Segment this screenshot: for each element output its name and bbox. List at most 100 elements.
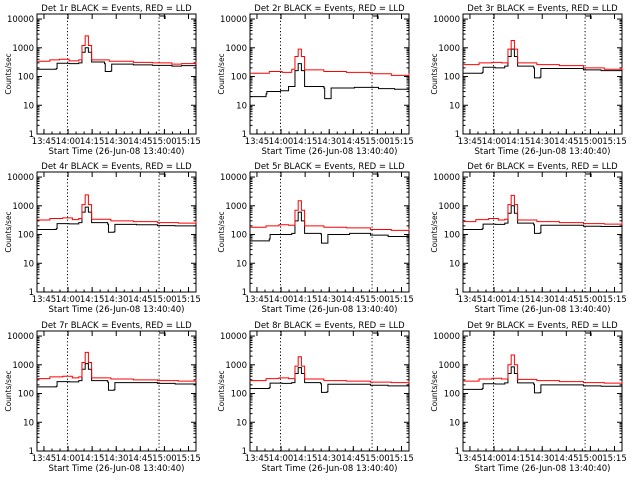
marker-bracket bbox=[585, 15, 592, 19]
lld-series-line bbox=[463, 354, 623, 384]
x-tick-label: 15:00 bbox=[365, 137, 390, 147]
x-axis-label: Start Time (26-Jun-08 13:40:40) bbox=[262, 464, 398, 474]
y-tick-label: 1 bbox=[455, 447, 460, 457]
y-tick-label: 10 bbox=[449, 101, 460, 111]
x-tick-label: 14:45 bbox=[554, 454, 579, 464]
y-tick-label: 1 bbox=[455, 130, 460, 140]
panel-title: Det 1r BLACK = Events, RED = LLD bbox=[41, 4, 192, 14]
y-axis-label: Counts/sec bbox=[430, 53, 439, 94]
x-tick-label: 14:45 bbox=[341, 454, 366, 464]
panel-title: Det 3r BLACK = Events, RED = LLD bbox=[467, 4, 618, 14]
x-tick-label: 14:30 bbox=[104, 454, 129, 464]
detector-panel-1: Det 1r BLACK = Events, RED = LLD 1 10 100 10… bbox=[4, 4, 201, 157]
x-tick-label: 13:45 bbox=[32, 454, 57, 464]
panel-title: Det 2r BLACK = Events, RED = LLD bbox=[254, 4, 405, 14]
plot-frame bbox=[249, 330, 410, 452]
y-tick-label: 100 bbox=[444, 73, 460, 83]
x-tick-label: 15:00 bbox=[578, 137, 603, 147]
events-series-line bbox=[37, 47, 197, 72]
y-tick-label: 1000 bbox=[12, 44, 34, 54]
marker-bracket bbox=[585, 332, 592, 336]
x-tick-label: 14:30 bbox=[530, 137, 555, 147]
marker-bracket bbox=[585, 173, 592, 177]
x-tick-label: 14:15 bbox=[506, 454, 531, 464]
detector-panel-3: Det 3r BLACK = Events, RED = LLD 1 10 100 10… bbox=[430, 4, 627, 157]
x-tick-label: 14:45 bbox=[128, 295, 153, 305]
x-tick-label: 13:45 bbox=[245, 137, 270, 147]
x-tick-label: 15:15 bbox=[602, 295, 627, 305]
y-tick-label: 100 bbox=[444, 231, 460, 241]
x-tick-label: 14:45 bbox=[554, 137, 579, 147]
x-tick-label: 14:30 bbox=[530, 454, 555, 464]
x-tick-label: 14:15 bbox=[80, 454, 105, 464]
y-tick-label: 1000 bbox=[438, 44, 460, 54]
detector-panel-2: Det 2r BLACK = Events, RED = LLD 1 10 100 10… bbox=[217, 4, 414, 157]
y-tick-label: 100 bbox=[231, 73, 247, 83]
x-tick-label: 14:45 bbox=[341, 295, 366, 305]
x-tick-label: 15:00 bbox=[152, 295, 177, 305]
y-tick-label: 100 bbox=[18, 390, 34, 400]
x-tick-label: 14:15 bbox=[506, 137, 531, 147]
y-tick-label: 1 bbox=[29, 130, 34, 140]
panel-title: Det 4r BLACK = Events, RED = LLD bbox=[41, 162, 192, 172]
y-axis-label: Counts/sec bbox=[217, 370, 226, 411]
x-tick-label: 15:15 bbox=[176, 137, 201, 147]
y-axis-label: Counts/sec bbox=[4, 53, 13, 94]
y-tick-label: 1000 bbox=[225, 202, 247, 212]
plot-frame bbox=[36, 171, 197, 293]
y-tick-label: 10000 bbox=[220, 173, 247, 183]
x-axis-label: Start Time (26-Jun-08 13:40:40) bbox=[475, 305, 611, 315]
x-tick-label: 14:45 bbox=[341, 137, 366, 147]
x-axis-label: Start Time (26-Jun-08 13:40:40) bbox=[49, 305, 185, 315]
x-axis-label: Start Time (26-Jun-08 13:40:40) bbox=[475, 147, 611, 157]
marker-bracket bbox=[372, 332, 379, 336]
y-tick-label: 1000 bbox=[225, 44, 247, 54]
events-series-line bbox=[250, 211, 410, 244]
y-tick-label: 1 bbox=[242, 130, 247, 140]
lld-series-line bbox=[37, 351, 197, 382]
x-tick-label: 15:15 bbox=[389, 137, 414, 147]
x-tick-label: 14:15 bbox=[293, 454, 318, 464]
y-tick-label: 10000 bbox=[220, 332, 247, 342]
panel-title: Det 5r BLACK = Events, RED = LLD bbox=[254, 162, 405, 172]
x-tick-label: 14:00 bbox=[482, 137, 507, 147]
y-tick-label: 10000 bbox=[220, 15, 247, 25]
y-tick-label: 10 bbox=[236, 418, 247, 428]
lld-series-line bbox=[37, 194, 197, 224]
x-tick-label: 14:30 bbox=[530, 295, 555, 305]
y-tick-label: 1000 bbox=[438, 361, 460, 371]
x-tick-label: 15:15 bbox=[602, 454, 627, 464]
x-tick-label: 15:00 bbox=[578, 295, 603, 305]
y-tick-label: 10000 bbox=[433, 15, 460, 25]
y-tick-label: 1000 bbox=[12, 361, 34, 371]
x-tick-label: 14:45 bbox=[128, 454, 153, 464]
y-axis-label: Counts/sec bbox=[217, 53, 226, 94]
y-tick-label: 100 bbox=[231, 231, 247, 241]
x-tick-label: 14:15 bbox=[293, 295, 318, 305]
x-tick-label: 14:00 bbox=[56, 295, 81, 305]
x-axis-label: Start Time (26-Jun-08 13:40:40) bbox=[475, 464, 611, 474]
x-tick-label: 14:30 bbox=[317, 454, 342, 464]
plot-frame bbox=[462, 13, 623, 135]
marker-bracket bbox=[372, 173, 379, 177]
y-tick-label: 10 bbox=[449, 259, 460, 269]
lld-series-line bbox=[250, 356, 410, 384]
x-tick-label: 14:15 bbox=[506, 295, 531, 305]
x-tick-label: 14:30 bbox=[317, 137, 342, 147]
plot-frame bbox=[36, 330, 197, 452]
x-tick-label: 14:00 bbox=[56, 454, 81, 464]
x-tick-label: 14:15 bbox=[80, 295, 105, 305]
x-tick-label: 14:00 bbox=[269, 454, 294, 464]
y-tick-label: 1 bbox=[455, 288, 460, 298]
x-tick-label: 14:15 bbox=[293, 137, 318, 147]
panel-title: Det 7r BLACK = Events, RED = LLD bbox=[41, 321, 192, 331]
x-tick-label: 15:00 bbox=[152, 137, 177, 147]
x-tick-label: 13:45 bbox=[458, 454, 483, 464]
y-tick-label: 1000 bbox=[12, 202, 34, 212]
x-tick-label: 14:45 bbox=[554, 295, 579, 305]
lld-series-line bbox=[250, 48, 410, 76]
events-series-line bbox=[250, 63, 410, 100]
lld-series-line bbox=[463, 194, 623, 225]
y-tick-label: 10 bbox=[23, 259, 34, 269]
